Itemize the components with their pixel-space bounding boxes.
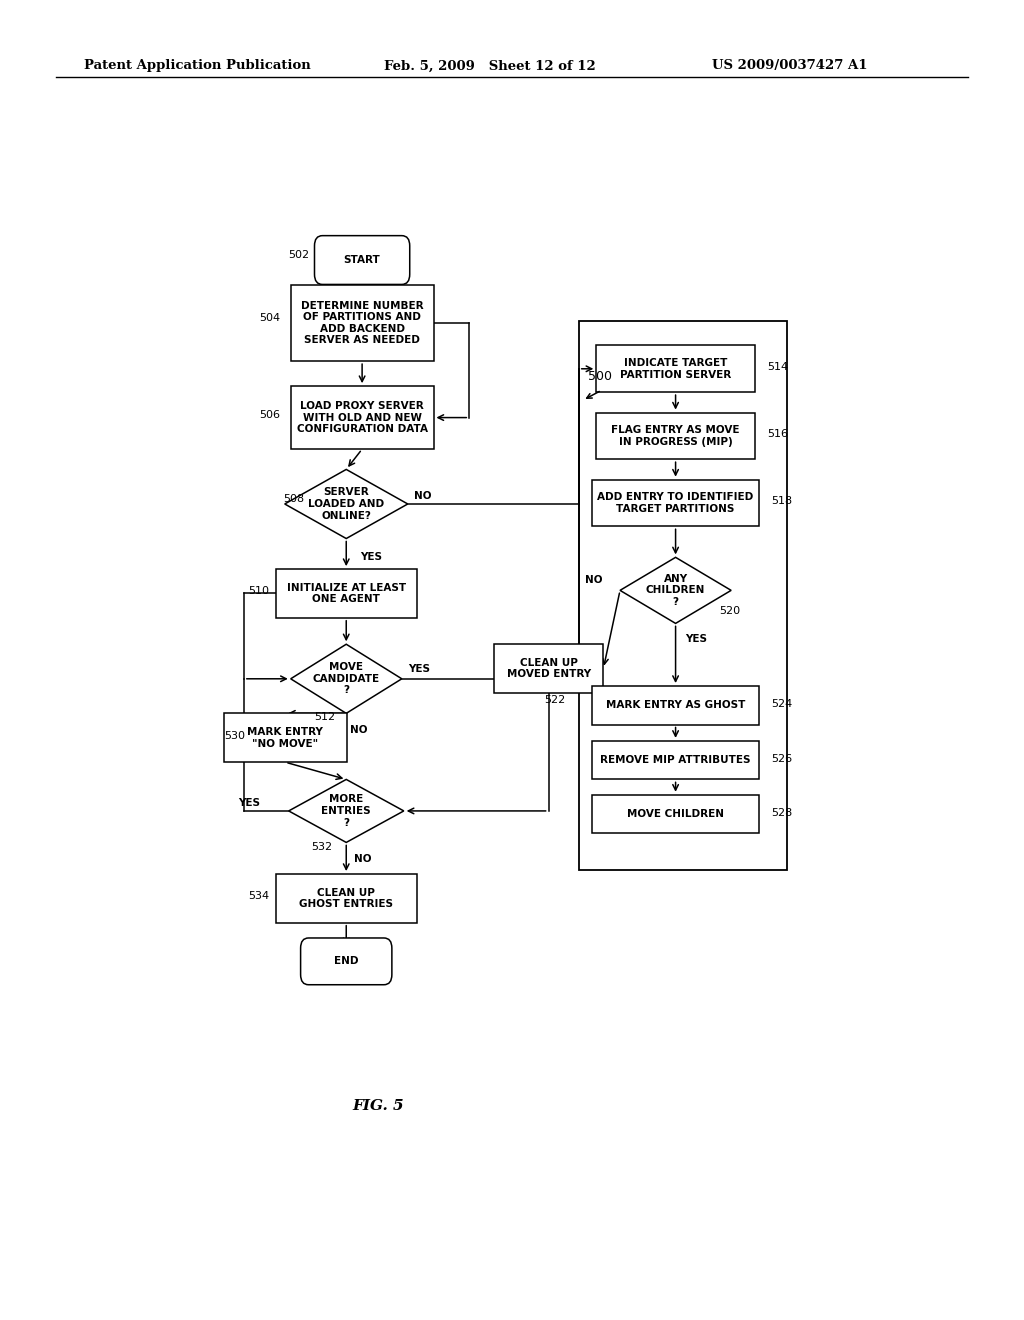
Text: 524: 524: [771, 700, 793, 709]
Text: 504: 504: [259, 313, 281, 323]
Text: 522: 522: [545, 696, 565, 705]
FancyBboxPatch shape: [314, 236, 410, 284]
Text: 518: 518: [771, 496, 792, 506]
Text: START: START: [344, 255, 381, 265]
Text: 500: 500: [588, 371, 612, 383]
Bar: [592, 795, 759, 833]
Text: 526: 526: [771, 754, 792, 764]
Text: CLEAN UP
GHOST ENTRIES: CLEAN UP GHOST ENTRIES: [299, 887, 393, 909]
Text: YES: YES: [685, 634, 708, 644]
Text: LOAD PROXY SERVER
WITH OLD AND NEW
CONFIGURATION DATA: LOAD PROXY SERVER WITH OLD AND NEW CONFI…: [297, 401, 428, 434]
Text: MOVE
CANDIDATE
?: MOVE CANDIDATE ?: [312, 663, 380, 696]
Polygon shape: [291, 644, 401, 713]
Text: ADD ENTRY TO IDENTIFIED
TARGET PARTITIONS: ADD ENTRY TO IDENTIFIED TARGET PARTITION…: [597, 492, 754, 513]
FancyBboxPatch shape: [301, 939, 392, 985]
Bar: [592, 479, 759, 527]
Bar: [596, 346, 755, 392]
Bar: [291, 385, 433, 449]
Text: MOVE CHILDREN: MOVE CHILDREN: [627, 809, 724, 818]
Bar: [579, 321, 786, 870]
Text: MORE
ENTRIES
?: MORE ENTRIES ?: [322, 795, 371, 828]
Bar: [494, 644, 603, 693]
Text: END: END: [334, 957, 358, 966]
Text: US 2009/0037427 A1: US 2009/0037427 A1: [712, 59, 867, 73]
Text: MARK ENTRY
"NO MOVE": MARK ENTRY "NO MOVE": [247, 727, 323, 748]
Text: FLAG ENTRY AS MOVE
IN PROGRESS (MIP): FLAG ENTRY AS MOVE IN PROGRESS (MIP): [611, 425, 739, 446]
Text: 516: 516: [767, 429, 787, 438]
Text: YES: YES: [238, 797, 260, 808]
Text: NO: NO: [350, 725, 368, 735]
Text: REMOVE MIP ATTRIBUTES: REMOVE MIP ATTRIBUTES: [600, 755, 751, 766]
Text: DETERMINE NUMBER
OF PARTITIONS AND
ADD BACKEND
SERVER AS NEEDED: DETERMINE NUMBER OF PARTITIONS AND ADD B…: [301, 301, 424, 346]
Text: SERVER
LOADED AND
ONLINE?: SERVER LOADED AND ONLINE?: [308, 487, 384, 520]
Polygon shape: [289, 779, 403, 842]
Text: 528: 528: [771, 808, 793, 818]
Text: 508: 508: [283, 494, 304, 504]
Bar: [275, 569, 417, 618]
Bar: [223, 713, 347, 762]
Text: ANY
CHILDREN
?: ANY CHILDREN ?: [646, 574, 706, 607]
Text: 532: 532: [311, 842, 332, 853]
Polygon shape: [620, 557, 731, 623]
Text: FIG. 5: FIG. 5: [352, 1098, 403, 1113]
Text: MARK ENTRY AS GHOST: MARK ENTRY AS GHOST: [606, 700, 745, 710]
Text: 534: 534: [248, 891, 269, 902]
Text: 530: 530: [224, 731, 246, 741]
Bar: [291, 285, 433, 362]
Text: YES: YES: [409, 664, 430, 673]
Text: INITIALIZE AT LEAST
ONE AGENT: INITIALIZE AT LEAST ONE AGENT: [287, 582, 406, 605]
Text: Patent Application Publication: Patent Application Publication: [84, 59, 310, 73]
Bar: [592, 741, 759, 779]
Text: INDICATE TARGET
PARTITION SERVER: INDICATE TARGET PARTITION SERVER: [620, 358, 731, 380]
Text: 514: 514: [767, 362, 788, 372]
Text: 506: 506: [259, 409, 281, 420]
Text: 512: 512: [314, 713, 336, 722]
Bar: [596, 413, 755, 459]
Text: 520: 520: [719, 606, 740, 615]
Bar: [592, 686, 759, 725]
Text: CLEAN UP
MOVED ENTRY: CLEAN UP MOVED ENTRY: [507, 657, 591, 680]
Text: NO: NO: [585, 576, 602, 585]
Text: YES: YES: [360, 552, 383, 562]
Text: Feb. 5, 2009   Sheet 12 of 12: Feb. 5, 2009 Sheet 12 of 12: [384, 59, 596, 73]
Polygon shape: [285, 470, 408, 539]
Bar: [275, 874, 417, 923]
Text: 510: 510: [248, 586, 269, 597]
Text: NO: NO: [414, 491, 431, 500]
Text: NO: NO: [354, 854, 372, 863]
Text: 502: 502: [288, 249, 309, 260]
